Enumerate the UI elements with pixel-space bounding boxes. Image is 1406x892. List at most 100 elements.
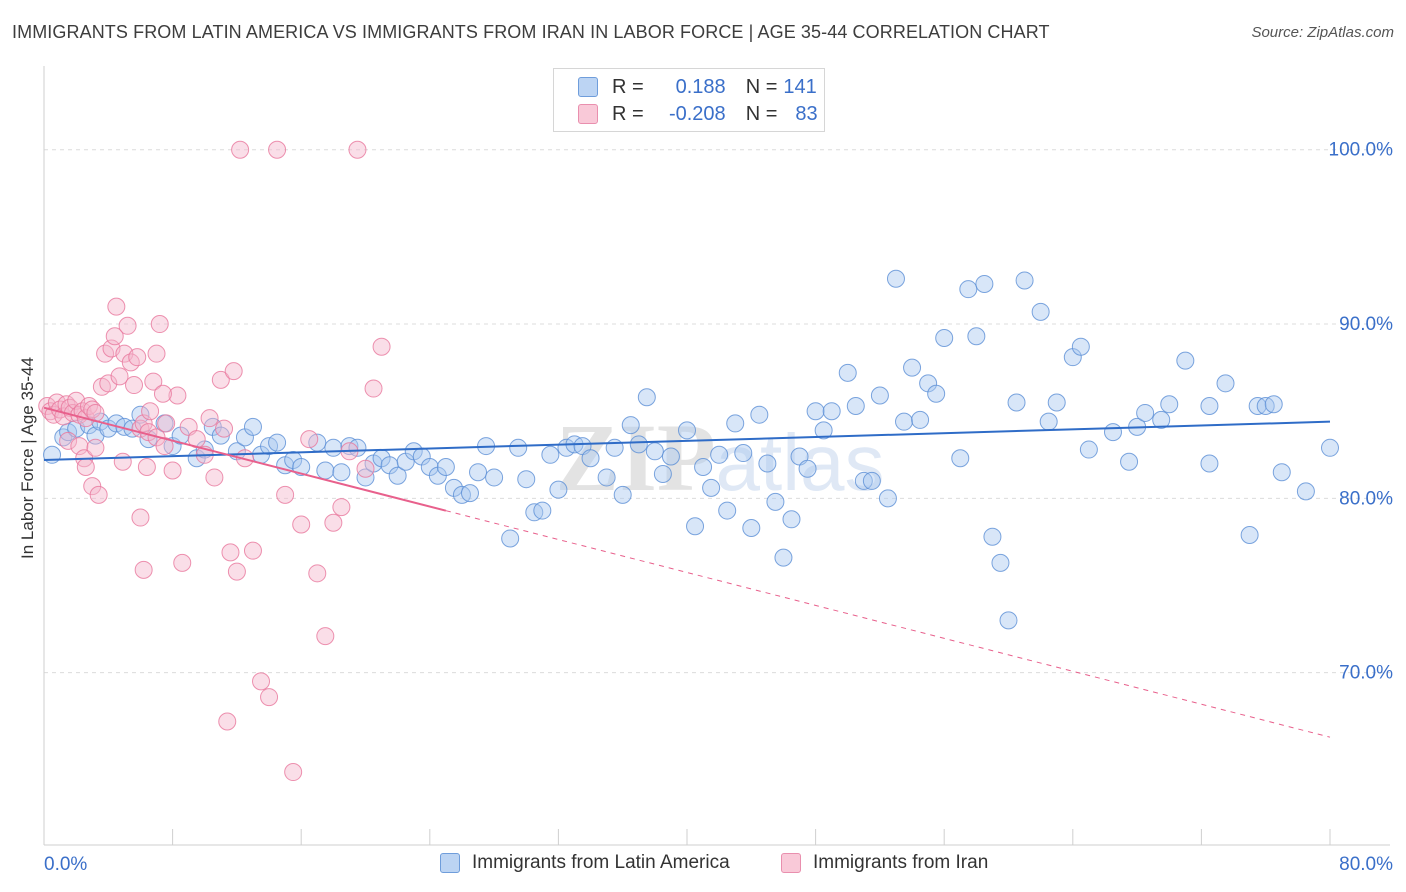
point-latin-america <box>541 445 560 464</box>
point-latin-america <box>629 435 648 454</box>
legend-row-latin-america: R = 0.188 N = 141 <box>578 74 817 100</box>
point-iran <box>268 140 287 159</box>
point-latin-america <box>1200 396 1219 415</box>
y-tick-label: 80.0% <box>1339 488 1393 509</box>
point-latin-america <box>469 463 488 482</box>
r-value-iran: -0.208 <box>668 102 726 125</box>
point-latin-america <box>726 414 745 433</box>
point-latin-america <box>645 442 664 461</box>
point-latin-america <box>694 457 713 476</box>
point-iran <box>147 344 166 363</box>
point-latin-america <box>653 464 672 483</box>
point-latin-america <box>718 501 737 520</box>
point-latin-america <box>774 548 793 567</box>
point-latin-america <box>1152 410 1171 429</box>
point-latin-america <box>959 280 978 299</box>
point-latin-america <box>1079 440 1098 459</box>
point-iran <box>144 372 163 391</box>
point-latin-america <box>1272 463 1291 482</box>
point-latin-america <box>999 611 1018 630</box>
chart-title: IMMIGRANTS FROM LATIN AMERICA VS IMMIGRA… <box>12 22 1050 42</box>
point-latin-america <box>951 449 970 468</box>
legend-swatch-blue <box>578 77 598 97</box>
r-label: R = <box>612 102 644 125</box>
bottom-legend-latin-america: Immigrants from Latin America <box>440 852 730 874</box>
point-latin-america <box>324 438 343 457</box>
point-iran <box>308 564 327 583</box>
point-latin-america <box>806 402 825 421</box>
point-iran <box>99 374 118 393</box>
point-latin-america <box>782 510 801 529</box>
point-iran <box>113 452 132 471</box>
point-iran <box>141 402 160 421</box>
point-latin-america <box>388 466 407 485</box>
x-tick-label-min: 0.0% <box>44 854 87 875</box>
point-latin-america <box>1264 395 1283 414</box>
point-iran <box>83 400 102 419</box>
point-iran <box>231 140 250 159</box>
point-latin-america <box>1015 271 1034 290</box>
bottom-legend-swatch-pink <box>781 853 801 873</box>
x-tick-label-max: 80.0% <box>1339 854 1393 875</box>
point-latin-america <box>509 438 528 457</box>
point-latin-america <box>870 386 889 405</box>
trend-line-iran-dashed <box>445 510 1331 738</box>
point-latin-america <box>983 527 1002 546</box>
point-iran <box>200 409 219 428</box>
trend-line-latin-america <box>43 420 1331 462</box>
n-value-iran: 83 <box>795 102 818 125</box>
point-latin-america <box>621 416 640 435</box>
point-latin-america <box>814 421 833 440</box>
point-latin-america <box>292 457 311 476</box>
point-latin-america <box>750 405 769 424</box>
point-iran <box>221 543 240 562</box>
point-latin-america <box>1136 403 1155 422</box>
point-latin-america <box>886 269 905 288</box>
point-iran <box>107 297 126 316</box>
point-iran <box>134 560 153 579</box>
point-latin-america <box>798 459 817 478</box>
point-latin-america <box>517 470 536 489</box>
point-iran <box>168 386 187 405</box>
point-latin-america <box>734 444 753 463</box>
point-iran <box>284 763 303 782</box>
point-latin-america <box>1321 438 1339 457</box>
point-iran <box>59 431 78 450</box>
point-iran <box>300 430 319 449</box>
point-iran <box>110 367 129 386</box>
bottom-legend-iran: Immigrants from Iran <box>781 852 988 874</box>
point-latin-america <box>1240 525 1259 544</box>
series-name-latin: Immigrants from Latin America <box>472 852 730 873</box>
point-iran <box>292 515 311 534</box>
point-iran <box>224 362 243 381</box>
point-iran <box>227 562 246 581</box>
point-iran <box>131 508 150 527</box>
trend-line-iran-solid <box>43 406 447 512</box>
point-iran <box>324 513 343 532</box>
point-latin-america <box>501 529 520 548</box>
point-latin-america <box>838 363 857 382</box>
point-latin-america <box>613 485 632 504</box>
point-iran <box>316 627 335 646</box>
point-latin-america <box>710 445 729 464</box>
source-label: Source: ZipAtlas.com <box>1251 24 1394 41</box>
y-tick-label: 100.0% <box>1329 140 1394 161</box>
n-value-latin: 141 <box>783 75 817 98</box>
point-latin-america <box>332 463 351 482</box>
point-latin-america <box>436 457 455 476</box>
point-iran <box>105 327 124 346</box>
point-latin-america <box>862 471 881 490</box>
point-latin-america <box>1120 452 1139 471</box>
point-latin-america <box>661 447 680 466</box>
point-latin-america <box>911 410 930 429</box>
point-iran <box>153 384 172 403</box>
point-latin-america <box>1071 337 1090 356</box>
point-latin-america <box>1200 454 1219 473</box>
grid-lines <box>44 149 1390 674</box>
point-iran <box>205 468 224 487</box>
point-iran <box>76 457 95 476</box>
y-tick-label: 70.0% <box>1339 663 1393 684</box>
y-axis-label: In Labor Force | Age 35-44 <box>18 357 37 559</box>
legend-swatch-pink <box>578 104 598 124</box>
